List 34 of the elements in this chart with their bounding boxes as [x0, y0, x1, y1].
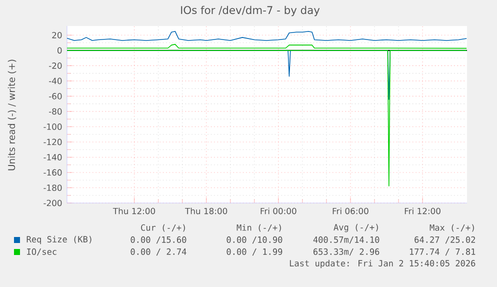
text: Cur (-/+) — [141, 224, 185, 232]
x-tick-label: Fri 00:00 — [260, 208, 296, 214]
x-tick-label: Thu 18:00 — [184, 208, 228, 214]
text: Max (-/+) — [430, 224, 474, 232]
text: Min (-/+) — [236, 224, 281, 232]
y-tick-label: -180 — [44, 184, 62, 191]
y-axis-title: Units read (-) / write (+) — [8, 60, 16, 170]
x-tick-label: Fri 06:00 — [332, 208, 368, 214]
y-tick-label: -200 — [44, 200, 62, 206]
chart-title: IOs for /dev/dm-7 - by day — [181, 6, 320, 16]
text: 64.27 /25.02 — [414, 236, 475, 244]
text: 0.00 /10.90 — [226, 236, 282, 244]
y-tick-label: -100 — [44, 124, 62, 130]
text: 177.74 / 7.81 — [410, 248, 476, 256]
y-tick-label: 20 — [52, 32, 62, 38]
y-tick-label: -80 — [48, 108, 62, 115]
text: 0.00 / 2.74 — [130, 248, 186, 256]
text: Avg (-/+) — [334, 224, 378, 232]
x-tick-label: Fri 12:00 — [404, 208, 440, 214]
text: 0.00 / 1.99 — [226, 248, 282, 256]
text: 0.00 /15.60 — [130, 236, 186, 244]
y-tick-label: -120 — [44, 138, 62, 146]
y-tick-label: -140 — [44, 154, 62, 160]
text: Last update: Fri Jan 2 15:40:05 2026 — [290, 260, 476, 268]
y-tick-label: 0 — [57, 47, 62, 54]
legend-label: IO/sec — [27, 248, 56, 256]
y-tick-label: -40 — [48, 78, 62, 84]
y-tick-label: -20 — [48, 62, 62, 69]
y-tick-label: -160 — [44, 169, 62, 176]
legend-label: Req Size (KB) — [26, 236, 92, 244]
text: 400.57m/14.10 — [313, 236, 380, 244]
text: 653.33m/ 2.96 — [313, 248, 380, 256]
x-tick-label: Thu 12:00 — [112, 208, 156, 214]
y-tick-label: -60 — [48, 93, 62, 100]
